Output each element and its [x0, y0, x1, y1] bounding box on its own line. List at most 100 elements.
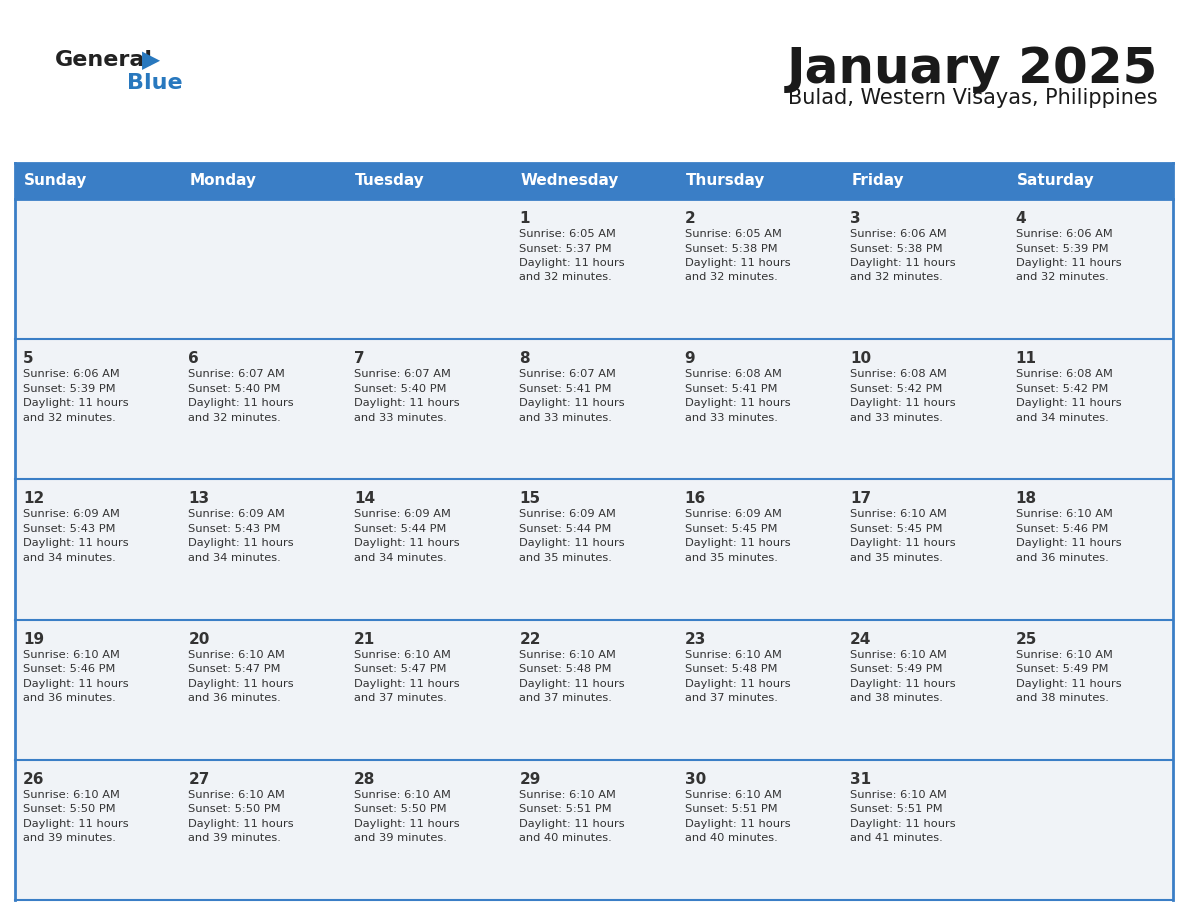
Text: Sunrise: 6:09 AM: Sunrise: 6:09 AM: [684, 509, 782, 520]
Text: Sunrise: 6:08 AM: Sunrise: 6:08 AM: [1016, 369, 1112, 379]
Text: and 32 minutes.: and 32 minutes.: [684, 273, 777, 283]
Text: 22: 22: [519, 632, 541, 646]
Text: Sunrise: 6:06 AM: Sunrise: 6:06 AM: [23, 369, 120, 379]
Text: and 40 minutes.: and 40 minutes.: [684, 834, 777, 844]
Text: Sunrise: 6:10 AM: Sunrise: 6:10 AM: [23, 650, 120, 660]
Text: Sunrise: 6:10 AM: Sunrise: 6:10 AM: [684, 650, 782, 660]
Text: Daylight: 11 hours: Daylight: 11 hours: [684, 538, 790, 548]
Text: Sunrise: 6:07 AM: Sunrise: 6:07 AM: [189, 369, 285, 379]
Text: and 35 minutes.: and 35 minutes.: [519, 553, 612, 563]
Text: 12: 12: [23, 491, 44, 507]
Text: Sunset: 5:47 PM: Sunset: 5:47 PM: [189, 664, 280, 674]
Text: Daylight: 11 hours: Daylight: 11 hours: [519, 258, 625, 268]
Text: and 34 minutes.: and 34 minutes.: [1016, 413, 1108, 422]
Text: Sunrise: 6:10 AM: Sunrise: 6:10 AM: [354, 789, 450, 800]
Text: and 34 minutes.: and 34 minutes.: [189, 553, 282, 563]
Text: Sunset: 5:41 PM: Sunset: 5:41 PM: [684, 384, 777, 394]
Text: Sunrise: 6:10 AM: Sunrise: 6:10 AM: [684, 789, 782, 800]
Text: Sunrise: 6:06 AM: Sunrise: 6:06 AM: [851, 229, 947, 239]
Text: Sunrise: 6:10 AM: Sunrise: 6:10 AM: [354, 650, 450, 660]
Text: Sunset: 5:43 PM: Sunset: 5:43 PM: [23, 524, 115, 534]
Text: and 35 minutes.: and 35 minutes.: [684, 553, 778, 563]
Text: Daylight: 11 hours: Daylight: 11 hours: [354, 819, 460, 829]
Bar: [15, 479, 1173, 620]
Text: Sunset: 5:47 PM: Sunset: 5:47 PM: [354, 664, 447, 674]
Text: Sunrise: 6:09 AM: Sunrise: 6:09 AM: [189, 509, 285, 520]
Text: Sunset: 5:41 PM: Sunset: 5:41 PM: [519, 384, 612, 394]
Text: and 38 minutes.: and 38 minutes.: [851, 693, 943, 703]
Text: Sunrise: 6:08 AM: Sunrise: 6:08 AM: [851, 369, 947, 379]
Text: Friday: Friday: [851, 174, 904, 188]
Text: and 37 minutes.: and 37 minutes.: [354, 693, 447, 703]
Text: Daylight: 11 hours: Daylight: 11 hours: [1016, 258, 1121, 268]
Text: Sunset: 5:50 PM: Sunset: 5:50 PM: [189, 804, 282, 814]
Text: 18: 18: [1016, 491, 1037, 507]
Text: Daylight: 11 hours: Daylight: 11 hours: [23, 819, 128, 829]
Text: Sunrise: 6:10 AM: Sunrise: 6:10 AM: [519, 789, 617, 800]
Text: and 34 minutes.: and 34 minutes.: [23, 553, 115, 563]
Text: 15: 15: [519, 491, 541, 507]
Text: Sunset: 5:40 PM: Sunset: 5:40 PM: [189, 384, 280, 394]
Text: Sunset: 5:37 PM: Sunset: 5:37 PM: [519, 243, 612, 253]
Text: Sunrise: 6:10 AM: Sunrise: 6:10 AM: [851, 650, 947, 660]
Text: Sunset: 5:43 PM: Sunset: 5:43 PM: [189, 524, 280, 534]
Text: Sunset: 5:42 PM: Sunset: 5:42 PM: [1016, 384, 1108, 394]
Text: and 32 minutes.: and 32 minutes.: [23, 413, 115, 422]
Text: Daylight: 11 hours: Daylight: 11 hours: [519, 538, 625, 548]
Text: 11: 11: [1016, 352, 1037, 366]
Text: Sunrise: 6:05 AM: Sunrise: 6:05 AM: [519, 229, 617, 239]
Text: 10: 10: [851, 352, 871, 366]
Text: Sunset: 5:49 PM: Sunset: 5:49 PM: [1016, 664, 1108, 674]
Text: 20: 20: [189, 632, 210, 646]
Bar: [15, 339, 1173, 479]
Text: 5: 5: [23, 352, 33, 366]
Text: Sunset: 5:51 PM: Sunset: 5:51 PM: [519, 804, 612, 814]
Text: Sunrise: 6:09 AM: Sunrise: 6:09 AM: [354, 509, 450, 520]
Text: 6: 6: [189, 352, 200, 366]
Text: Sunrise: 6:10 AM: Sunrise: 6:10 AM: [23, 789, 120, 800]
Text: Daylight: 11 hours: Daylight: 11 hours: [851, 819, 956, 829]
Text: and 34 minutes.: and 34 minutes.: [354, 553, 447, 563]
Text: and 32 minutes.: and 32 minutes.: [1016, 273, 1108, 283]
Text: Sunrise: 6:07 AM: Sunrise: 6:07 AM: [519, 369, 617, 379]
Text: 31: 31: [851, 772, 871, 787]
Text: Monday: Monday: [189, 174, 257, 188]
Text: Sunrise: 6:08 AM: Sunrise: 6:08 AM: [684, 369, 782, 379]
Text: 17: 17: [851, 491, 871, 507]
Text: 16: 16: [684, 491, 706, 507]
Text: 7: 7: [354, 352, 365, 366]
Text: Daylight: 11 hours: Daylight: 11 hours: [519, 398, 625, 409]
Text: 21: 21: [354, 632, 375, 646]
Text: and 33 minutes.: and 33 minutes.: [519, 413, 612, 422]
Text: Daylight: 11 hours: Daylight: 11 hours: [354, 398, 460, 409]
Text: Sunrise: 6:07 AM: Sunrise: 6:07 AM: [354, 369, 450, 379]
Text: Sunrise: 6:06 AM: Sunrise: 6:06 AM: [1016, 229, 1112, 239]
Text: Sunset: 5:38 PM: Sunset: 5:38 PM: [684, 243, 777, 253]
Text: Sunday: Sunday: [24, 174, 88, 188]
Text: Sunset: 5:46 PM: Sunset: 5:46 PM: [1016, 524, 1108, 534]
Text: Sunrise: 6:10 AM: Sunrise: 6:10 AM: [189, 789, 285, 800]
Text: and 33 minutes.: and 33 minutes.: [684, 413, 778, 422]
Text: Sunset: 5:49 PM: Sunset: 5:49 PM: [851, 664, 942, 674]
Text: and 33 minutes.: and 33 minutes.: [354, 413, 447, 422]
Text: Wednesday: Wednesday: [520, 174, 619, 188]
Text: 3: 3: [851, 211, 861, 226]
Text: January 2025: January 2025: [786, 45, 1158, 93]
Text: 24: 24: [851, 632, 872, 646]
Text: and 32 minutes.: and 32 minutes.: [851, 273, 943, 283]
Text: and 36 minutes.: and 36 minutes.: [1016, 553, 1108, 563]
Bar: [15, 199, 1173, 339]
Text: 1: 1: [519, 211, 530, 226]
Text: Daylight: 11 hours: Daylight: 11 hours: [1016, 678, 1121, 688]
Text: Daylight: 11 hours: Daylight: 11 hours: [519, 678, 625, 688]
Text: Sunset: 5:46 PM: Sunset: 5:46 PM: [23, 664, 115, 674]
Text: and 39 minutes.: and 39 minutes.: [354, 834, 447, 844]
Text: Sunset: 5:45 PM: Sunset: 5:45 PM: [851, 524, 942, 534]
Text: Daylight: 11 hours: Daylight: 11 hours: [189, 678, 295, 688]
Text: Daylight: 11 hours: Daylight: 11 hours: [684, 398, 790, 409]
Text: Sunrise: 6:10 AM: Sunrise: 6:10 AM: [851, 789, 947, 800]
Text: ▶: ▶: [143, 48, 160, 72]
Text: Sunset: 5:44 PM: Sunset: 5:44 PM: [354, 524, 447, 534]
Text: and 33 minutes.: and 33 minutes.: [851, 413, 943, 422]
Text: Daylight: 11 hours: Daylight: 11 hours: [189, 819, 295, 829]
